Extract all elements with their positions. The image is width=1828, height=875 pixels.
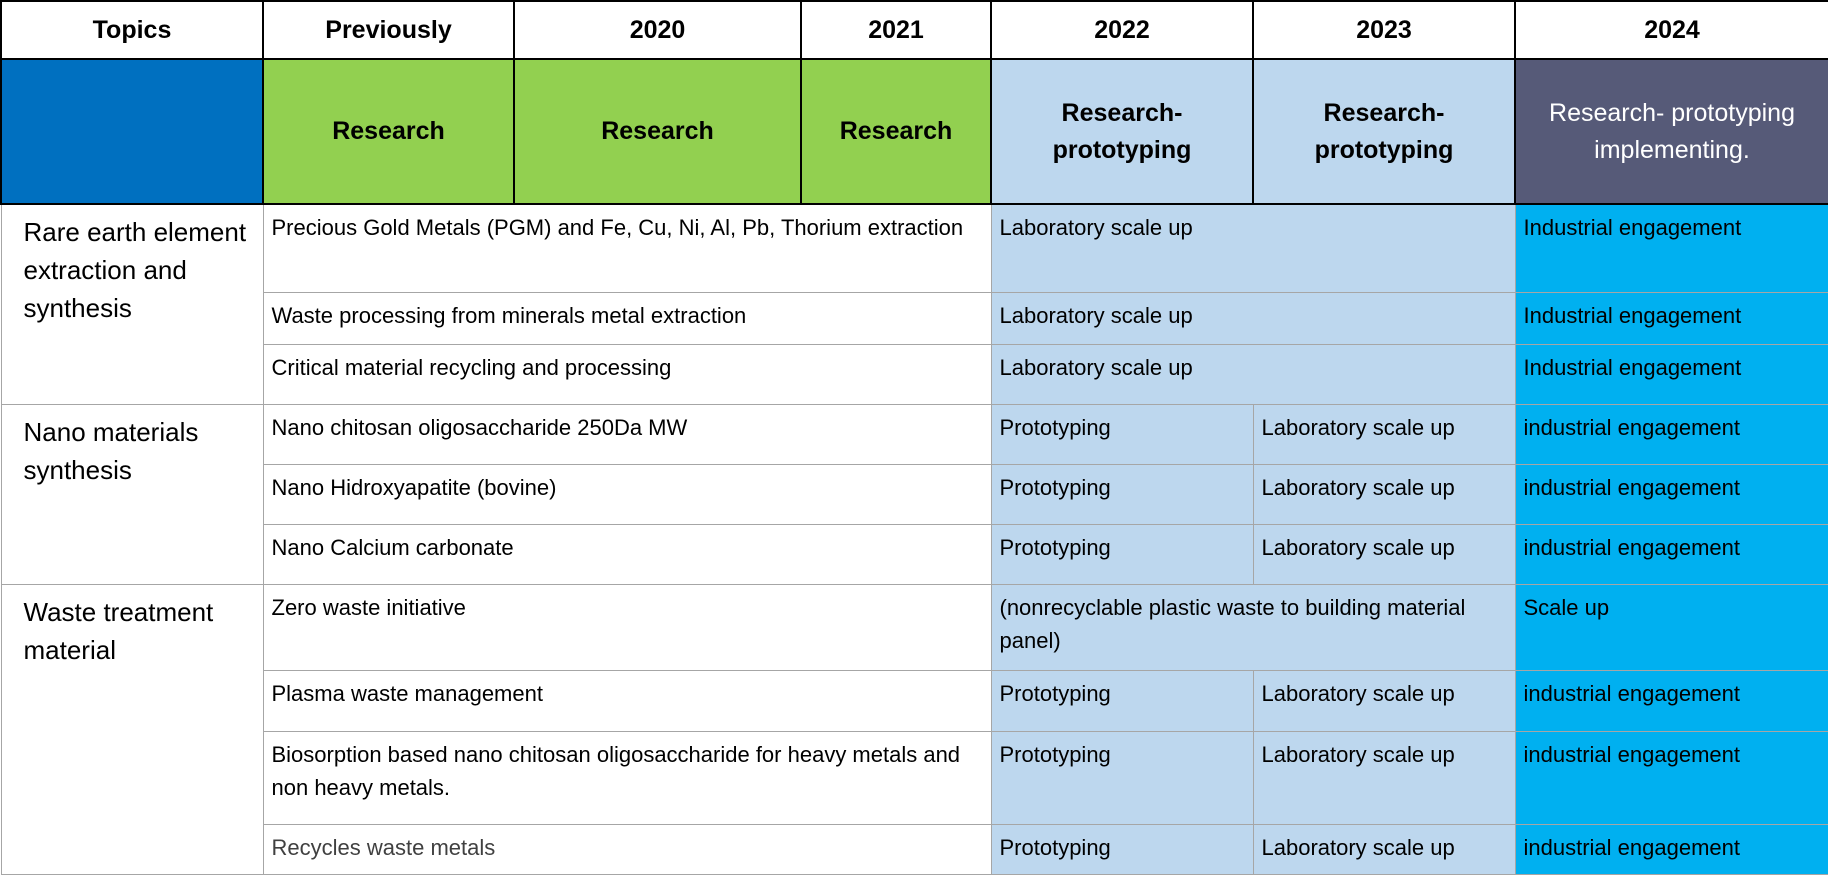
phase-label: Research-prototyping	[990, 58, 1254, 205]
item: Nano Hidroxyapatite (bovine)	[262, 463, 992, 525]
table-row: Plasma waste management Prototyping Labora…	[1, 669, 1828, 732]
column-header: Previously	[262, 0, 515, 60]
stage: Prototyping	[990, 523, 1254, 585]
phase-label: Research	[513, 58, 802, 205]
phase-label: Research	[262, 58, 515, 205]
stage: Laboratory scale up	[1252, 823, 1516, 875]
table-row: Nano materials synthesis Nano chitosan ol…	[0, 403, 1828, 585]
stage-2024: Industrial engagement	[1514, 291, 1828, 345]
item: Recycles waste metals	[262, 823, 992, 875]
column-header: 2023	[1252, 0, 1516, 60]
stage: Prototyping	[990, 730, 1254, 825]
item: Critical material recycling and processi…	[262, 343, 992, 405]
item: Plasma waste management	[262, 669, 992, 732]
column-header: 2024	[1514, 0, 1828, 60]
table-row: Nano Hidroxyapatite (bovine) Prototyping L…	[1, 463, 1828, 525]
stage-2024: industrial engagement	[1514, 523, 1828, 585]
phase-blank	[0, 58, 264, 205]
stage: Prototyping	[990, 669, 1254, 732]
table-row: Rare earth element extraction and synthe…	[0, 203, 1828, 405]
stage: Laboratory scale up	[1252, 523, 1516, 585]
column-header: 2020	[513, 0, 802, 60]
stage-2024: industrial engagement	[1514, 463, 1828, 525]
stage: Prototyping	[990, 823, 1254, 875]
item: Nano Calcium carbonate	[262, 523, 992, 585]
table-row: Waste processing from minerals metal ext…	[1, 291, 1828, 345]
stage-2024: industrial engagement	[1514, 669, 1828, 732]
item: Waste processing from minerals metal ext…	[262, 291, 992, 345]
table-row: Waste treatment material Zero waste initi…	[0, 583, 1828, 875]
table-row: Topics Previously 2020 2021 2022 2023 2024	[0, 0, 1828, 60]
stage-2024: Industrial engagement	[1514, 203, 1828, 293]
stage: Laboratory scale up	[1252, 730, 1516, 825]
column-header: 2022	[990, 0, 1254, 60]
item: Biosorption based nano chitosan oligosac…	[262, 730, 992, 825]
topic: Rare earth element extraction and synthe…	[0, 203, 264, 405]
phase-label: Research-prototyping	[1252, 58, 1516, 205]
stage-2024: Industrial engagement	[1514, 343, 1828, 405]
stage: Prototyping	[990, 463, 1254, 525]
stage: Laboratory scale up	[1252, 403, 1516, 465]
stage-2024: industrial engagement	[1514, 403, 1828, 465]
item: Precious Gold Metals (PGM) and Fe, Cu, N…	[262, 203, 992, 293]
stage-2024: industrial engagement	[1514, 823, 1828, 875]
stage: Laboratory scale up	[990, 203, 1516, 293]
table-row: Biosorption based nano chitosan oligosac…	[1, 730, 1828, 825]
stage: (nonrecyclable plastic waste to building…	[990, 583, 1516, 671]
stage: Laboratory scale up	[990, 343, 1516, 405]
topic: Waste treatment material	[0, 583, 264, 875]
phase-label: Research- prototyping implementing.	[1514, 58, 1828, 205]
column-header: 2021	[800, 0, 992, 60]
table-row: Research Research Research Research-prototy…	[0, 58, 1828, 205]
topic: Nano materials synthesis	[0, 403, 264, 585]
table-row: Recycles waste metals Prototyping Laborato…	[1, 823, 1828, 875]
phase-label: Research	[800, 58, 992, 205]
stage-2024: Scale up	[1514, 583, 1828, 671]
table-row: Nano Calcium carbonate Prototyping Laborat…	[1, 523, 1828, 585]
item: Nano chitosan oligosaccharide 250Da MW	[262, 403, 992, 465]
table-row: Critical material recycling and processi…	[1, 343, 1828, 405]
stage: Laboratory scale up	[1252, 669, 1516, 732]
column-header: Topics	[0, 0, 264, 60]
stage-2024: industrial engagement	[1514, 730, 1828, 825]
stage: Prototyping	[990, 403, 1254, 465]
item: Zero waste initiative	[262, 583, 992, 671]
stage: Laboratory scale up	[990, 291, 1516, 345]
stage: Laboratory scale up	[1252, 463, 1516, 525]
